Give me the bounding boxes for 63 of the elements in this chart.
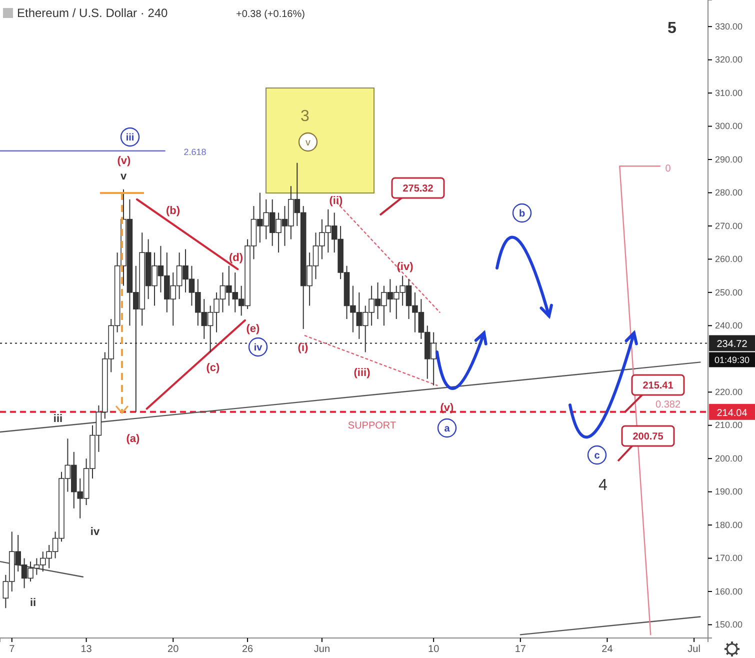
annotation: (i): [298, 342, 309, 354]
annotation: iv: [254, 342, 263, 354]
y-tick-label: 320.00: [715, 54, 743, 65]
y-tick-label: 170.00: [715, 553, 743, 564]
y-tick-label: 260.00: [715, 254, 743, 264]
x-tick-label: 17: [514, 644, 526, 656]
x-tick-label: 20: [168, 644, 180, 656]
ref-line-label: 214.04: [716, 408, 748, 419]
y-tick-label: 190.00: [715, 486, 743, 497]
x-tick-label: 7: [9, 644, 16, 656]
annotation: (v): [440, 402, 454, 414]
annotation: a: [444, 424, 450, 435]
text: Ethereum / U.S. Dollar · 240: [17, 6, 168, 20]
y-tick-label: 280.00: [715, 188, 743, 198]
x-tick-label: Jul: [688, 644, 700, 656]
annotation: b: [518, 208, 526, 220]
annotation: SUPPORT: [348, 420, 396, 432]
annotation: 215.41: [642, 380, 674, 392]
annotation: c: [594, 450, 600, 462]
annotation: ii: [30, 596, 36, 609]
x-tick-label: Jun: [314, 644, 330, 656]
annotation: v: [306, 138, 310, 149]
text: 01:49:30: [714, 355, 750, 366]
y-tick-label: 300.00: [715, 121, 743, 132]
annotation: 200.75: [632, 432, 664, 443]
annotation: 2.618: [184, 147, 206, 158]
x-tick-label: 13: [80, 644, 92, 656]
y-tick-label: 240.00: [715, 320, 743, 331]
annotation: iii: [53, 412, 63, 425]
annotation: (d): [228, 252, 244, 264]
annotation: v: [120, 170, 128, 182]
text: +0.38 (+0.16%): [236, 9, 305, 20]
annotation: 0.382: [655, 400, 681, 411]
x-tick-label: 24: [602, 644, 614, 656]
annotation: (iv): [396, 260, 414, 273]
y-tick-label: 290.00: [715, 154, 743, 164]
annotation: iv: [90, 526, 100, 538]
y-tick-label: 180.00: [715, 520, 743, 530]
y-tick-label: 250.00: [715, 287, 743, 298]
annotation: (c): [206, 362, 220, 374]
x-tick-label: 10: [428, 644, 440, 656]
annotation: 275.32: [402, 184, 434, 195]
annotation: (ii): [329, 194, 344, 207]
ref-line-label: 234.72: [716, 339, 748, 350]
annotation: (b): [166, 204, 180, 217]
annotation: 0: [665, 164, 672, 175]
annotation: (iii): [354, 366, 371, 379]
annotation: 3: [300, 108, 310, 125]
annotation: 4: [598, 476, 608, 494]
y-tick-label: 150.00: [715, 620, 743, 630]
y-tick-label: 200.00: [715, 453, 743, 464]
annotation: (a): [126, 432, 140, 445]
y-tick-label: 310.00: [715, 88, 743, 98]
x-tick-label: 26: [242, 644, 254, 656]
annotation: (e): [246, 322, 260, 335]
annotation: 5: [668, 20, 677, 37]
y-tick-label: 330.00: [715, 21, 743, 32]
y-tick-label: 270.00: [715, 220, 743, 231]
y-tick-label: 210.00: [715, 420, 743, 430]
annotation: iii: [126, 132, 134, 144]
y-tick-label: 220.00: [715, 386, 743, 397]
y-tick-label: 160.00: [715, 586, 743, 596]
annotation: (v): [117, 154, 132, 167]
